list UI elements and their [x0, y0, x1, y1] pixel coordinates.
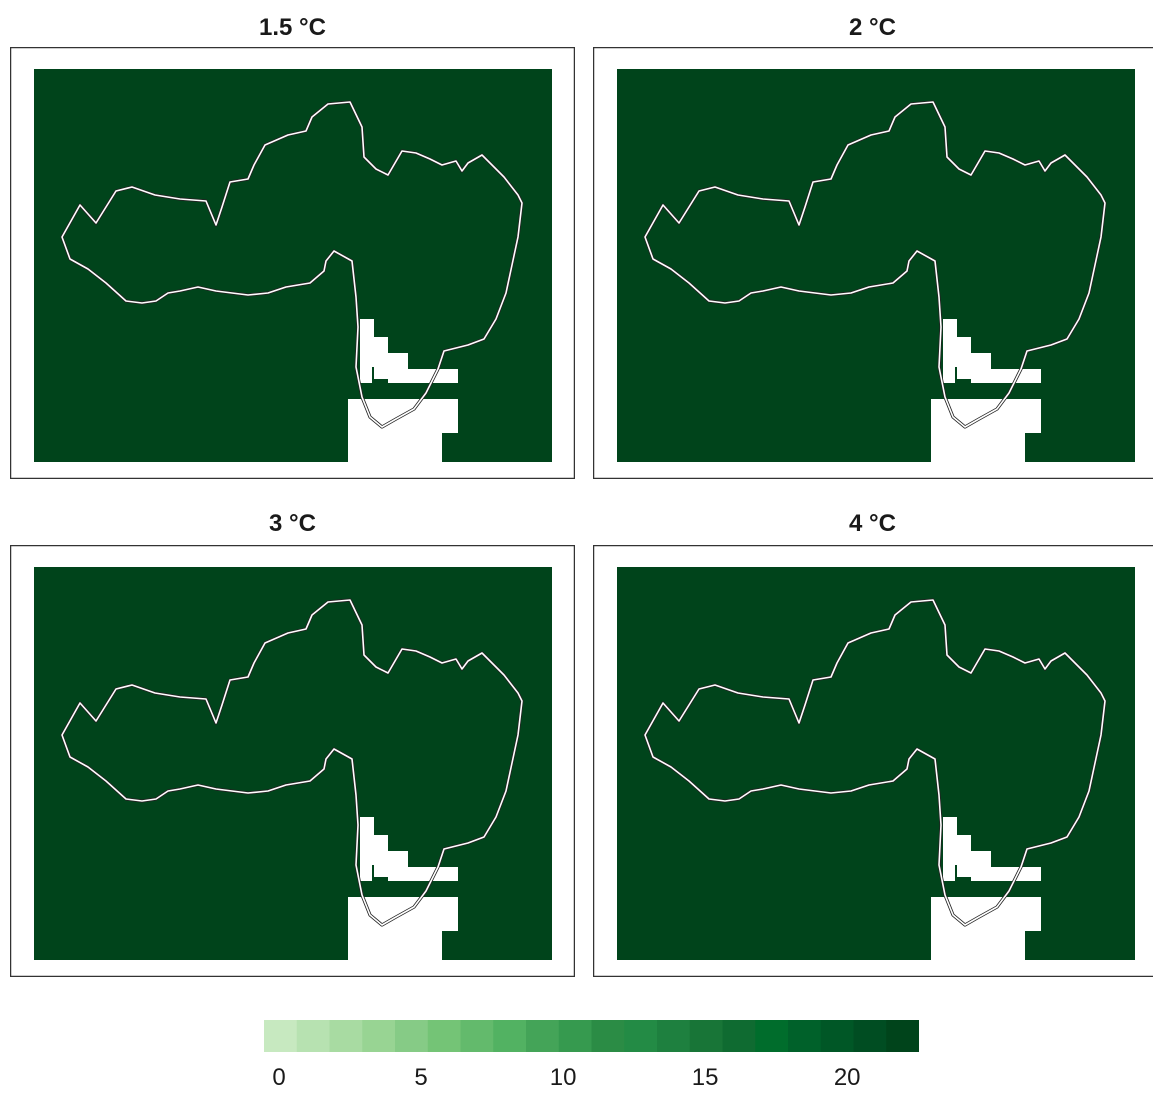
masked-cell — [957, 337, 971, 365]
masked-cell — [1011, 931, 1025, 960]
masked-cell — [428, 433, 442, 462]
masked-cell — [402, 867, 416, 881]
colorbar-swatch — [526, 1020, 559, 1052]
colorbar-swatch — [657, 1020, 690, 1052]
colorbar-swatch — [362, 1020, 395, 1052]
colorbar-labels: 0 5 10 15 20 — [0, 1064, 1153, 1094]
masked-cell — [943, 865, 955, 881]
colorbar-swatch — [395, 1020, 428, 1052]
map-panel-3 — [10, 545, 575, 977]
colorbar-swatch — [461, 1020, 494, 1052]
colorbar-tick-label: 0 — [249, 1064, 309, 1092]
masked-cell — [943, 817, 957, 833]
masked-cell — [374, 835, 388, 863]
colorbar-swatch — [559, 1020, 592, 1052]
map-panel-4 — [593, 545, 1153, 977]
colorbar-swatch — [592, 1020, 625, 1052]
map-raster — [617, 69, 1135, 462]
masked-cell — [416, 369, 430, 383]
colorbar-swatch — [264, 1020, 297, 1052]
map-panel-1 — [10, 47, 575, 479]
masked-cell — [1011, 897, 1041, 931]
colorbar — [264, 1020, 919, 1052]
map-raster — [617, 567, 1135, 960]
map-3 — [10, 545, 575, 977]
panel-title-3: 3 °C — [10, 510, 575, 538]
masked-cell — [943, 833, 957, 865]
masked-cell — [985, 369, 999, 383]
masked-cell — [1011, 433, 1025, 462]
panel-title-2: 2 °C — [590, 14, 1153, 42]
masked-cell — [428, 931, 442, 960]
masked-cell — [943, 367, 955, 383]
colorbar-swatch — [755, 1020, 788, 1052]
colorbar-swatch — [690, 1020, 723, 1052]
map-raster — [34, 69, 552, 462]
map-2 — [593, 47, 1153, 479]
map-4 — [593, 545, 1153, 977]
masked-cell — [1011, 399, 1041, 433]
colorbar-swatch — [330, 1020, 363, 1052]
colorbar-swatch — [886, 1020, 919, 1052]
colorbar-swatch — [788, 1020, 821, 1052]
colorbar-tick-label: 15 — [675, 1064, 735, 1092]
masked-cell — [428, 399, 458, 433]
colorbar-swatch — [428, 1020, 461, 1052]
colorbar-swatch — [297, 1020, 330, 1052]
masked-cell — [943, 335, 957, 367]
colorbar-tick-label: 5 — [391, 1064, 451, 1092]
masked-cell — [360, 335, 374, 367]
panel-title-1: 1.5 °C — [10, 14, 575, 42]
masked-cell — [360, 367, 372, 383]
map-panel-2 — [593, 47, 1153, 479]
colorbar-swatch — [624, 1020, 657, 1052]
masked-cell — [985, 867, 999, 881]
colorbar-swatch — [723, 1020, 756, 1052]
masked-cell — [943, 319, 957, 335]
panel-title-4: 4 °C — [590, 510, 1153, 538]
map-raster — [34, 567, 552, 960]
masked-cell — [999, 369, 1013, 383]
colorbar-tick-label: 10 — [533, 1064, 593, 1092]
masked-cell — [999, 867, 1013, 881]
colorbar-swatch — [493, 1020, 526, 1052]
masked-cell — [360, 817, 374, 833]
masked-cell — [360, 833, 374, 865]
colorbar-swatch — [854, 1020, 887, 1052]
colorbar-tick-label: 20 — [817, 1064, 877, 1092]
masked-cell — [957, 835, 971, 863]
masked-cell — [428, 897, 458, 931]
masked-cell — [360, 865, 372, 881]
colorbar-swatch — [821, 1020, 854, 1052]
map-1 — [10, 47, 575, 479]
masked-cell — [374, 337, 388, 365]
masked-cell — [402, 369, 416, 383]
masked-cell — [416, 867, 430, 881]
masked-cell — [360, 319, 374, 335]
